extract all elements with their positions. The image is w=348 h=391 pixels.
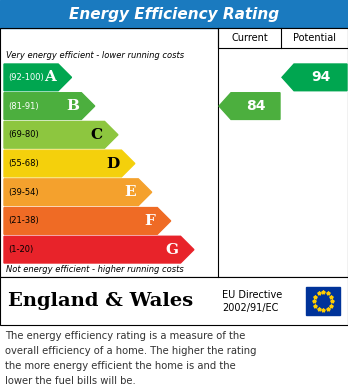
Text: (81-91): (81-91) bbox=[8, 102, 39, 111]
Text: 94: 94 bbox=[311, 70, 330, 84]
Text: England & Wales: England & Wales bbox=[8, 292, 193, 310]
Bar bbox=[306, 287, 340, 315]
Text: Not energy efficient - higher running costs: Not energy efficient - higher running co… bbox=[6, 265, 184, 274]
Polygon shape bbox=[219, 93, 280, 119]
Polygon shape bbox=[4, 122, 118, 148]
Text: F: F bbox=[144, 214, 155, 228]
Polygon shape bbox=[4, 93, 95, 119]
Text: (92-100): (92-100) bbox=[8, 73, 44, 82]
Text: D: D bbox=[106, 156, 119, 170]
Text: Current: Current bbox=[231, 33, 268, 43]
Bar bbox=[0, 0, 348, 28]
Text: G: G bbox=[166, 243, 179, 256]
Text: Potential: Potential bbox=[293, 33, 336, 43]
Text: 2002/91/EC: 2002/91/EC bbox=[222, 303, 278, 313]
Text: Energy Efficiency Rating: Energy Efficiency Rating bbox=[69, 7, 279, 22]
Text: 84: 84 bbox=[246, 99, 265, 113]
Polygon shape bbox=[4, 236, 194, 263]
Bar bbox=[0, 28, 348, 277]
Polygon shape bbox=[4, 208, 171, 234]
Bar bbox=[218, 28, 348, 48]
Text: (55-68): (55-68) bbox=[8, 159, 39, 168]
Polygon shape bbox=[4, 150, 135, 177]
Polygon shape bbox=[4, 179, 152, 206]
Text: (39-54): (39-54) bbox=[8, 188, 39, 197]
Text: EU Directive: EU Directive bbox=[222, 290, 282, 300]
Text: (69-80): (69-80) bbox=[8, 130, 39, 139]
Text: B: B bbox=[66, 99, 79, 113]
Text: C: C bbox=[90, 128, 103, 142]
Text: (21-38): (21-38) bbox=[8, 217, 39, 226]
Text: the more energy efficient the home is and the: the more energy efficient the home is an… bbox=[5, 361, 236, 371]
Text: A: A bbox=[44, 70, 56, 84]
Polygon shape bbox=[4, 64, 72, 91]
Bar bbox=[0, 277, 348, 325]
Text: E: E bbox=[125, 185, 136, 199]
Text: (1-20): (1-20) bbox=[8, 245, 33, 254]
Text: overall efficiency of a home. The higher the rating: overall efficiency of a home. The higher… bbox=[5, 346, 256, 356]
Text: lower the fuel bills will be.: lower the fuel bills will be. bbox=[5, 376, 136, 386]
Text: The energy efficiency rating is a measure of the: The energy efficiency rating is a measur… bbox=[5, 331, 245, 341]
Text: Very energy efficient - lower running costs: Very energy efficient - lower running co… bbox=[6, 50, 184, 59]
Polygon shape bbox=[282, 64, 347, 91]
